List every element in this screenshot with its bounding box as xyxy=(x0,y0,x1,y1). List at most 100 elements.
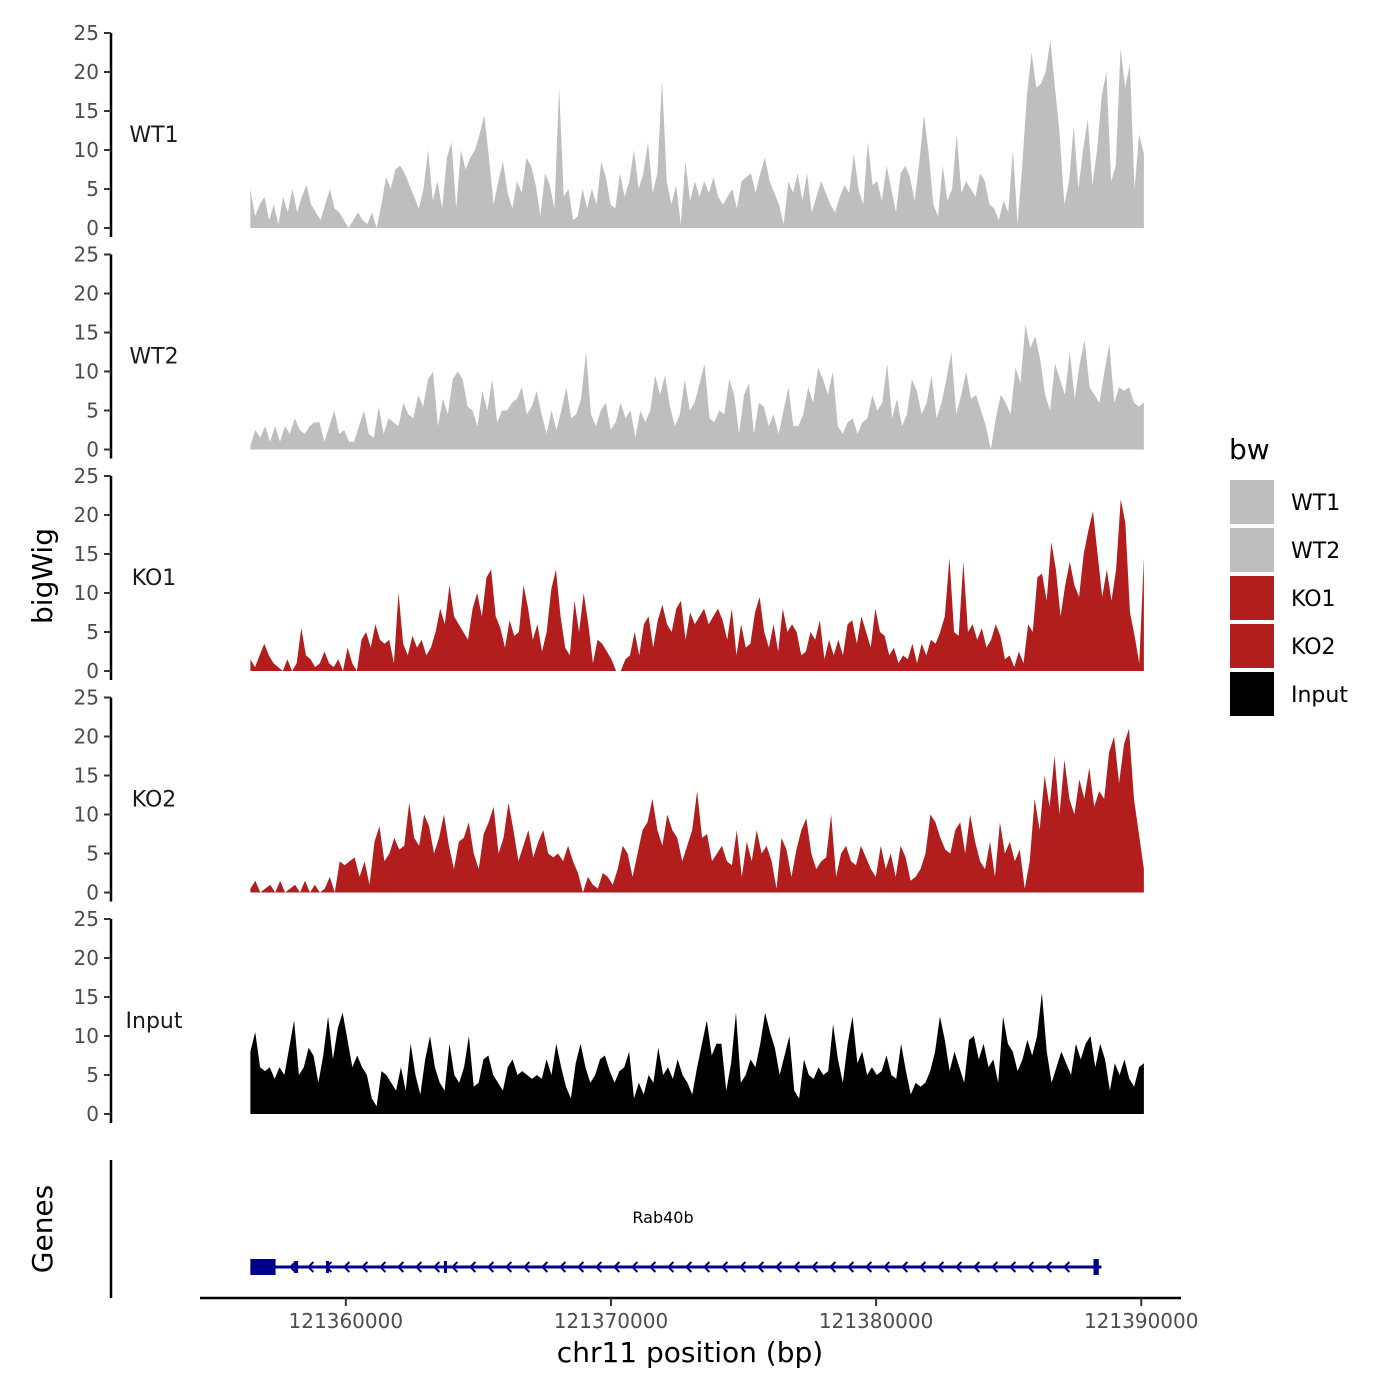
gene-track: Rab40b xyxy=(109,1160,1102,1298)
gene-exon xyxy=(250,1259,276,1275)
y-tick-label: 15 xyxy=(74,99,99,123)
legend-swatch-input xyxy=(1230,672,1274,716)
x-axis: 121360000 121370000 121380000 121390000 xyxy=(200,1296,1199,1333)
y-tick-label: 25 xyxy=(74,21,99,45)
strand-arrow xyxy=(432,1261,441,1273)
strand-arrow xyxy=(918,1261,927,1273)
genes-track-title: Genes xyxy=(26,1185,59,1273)
strand-arrow xyxy=(882,1261,891,1273)
y-tick-label: 5 xyxy=(86,399,99,423)
y-tick-label: 0 xyxy=(86,659,99,683)
area-input xyxy=(250,993,1144,1114)
y-tick-label: 5 xyxy=(86,620,99,644)
legend-label-input: Input xyxy=(1291,683,1348,708)
area-wt2 xyxy=(250,324,1144,450)
y-tick-label: 10 xyxy=(74,803,99,827)
strand-arrow xyxy=(954,1261,963,1273)
legend-label-wt2: WT2 xyxy=(1291,539,1340,564)
strand-arrow xyxy=(288,1261,297,1273)
strand-arrow xyxy=(1026,1261,1035,1273)
x-tick-label: 121370000 xyxy=(554,1309,669,1333)
strand-arrow xyxy=(702,1261,711,1273)
gene-name-label: Rab40b xyxy=(632,1208,693,1227)
y-tick-label: 20 xyxy=(74,725,99,749)
legend-label-wt1: WT1 xyxy=(1291,491,1340,516)
track-label-wt2: WT2 xyxy=(129,345,178,370)
strand-arrow xyxy=(720,1261,729,1273)
gene-exon xyxy=(443,1261,447,1273)
legend-label-ko1: KO1 xyxy=(1291,587,1336,612)
y-tick-label: 20 xyxy=(74,946,99,970)
panel-wt2: 0 5 10 15 20 25 WT2 xyxy=(74,243,1144,462)
y-tick-label: 10 xyxy=(74,138,99,162)
y-tick-label: 25 xyxy=(74,686,99,710)
strand-arrow xyxy=(468,1261,477,1273)
strand-arrow xyxy=(486,1261,495,1273)
strand-arrow xyxy=(522,1261,531,1273)
track-label-wt1: WT1 xyxy=(129,123,178,148)
y-tick-label: 0 xyxy=(86,881,99,905)
legend-swatch-ko1 xyxy=(1230,576,1274,620)
strand-arrow xyxy=(666,1261,675,1273)
x-tick-label: 121360000 xyxy=(289,1309,404,1333)
strand-arrow xyxy=(810,1261,819,1273)
y-tick-label: 5 xyxy=(86,842,99,866)
y-axis-title: bigWig xyxy=(26,528,59,624)
panel-ko2: 0 5 10 15 20 25 KO2 xyxy=(74,686,1144,905)
gene-exon xyxy=(294,1261,299,1273)
y-tick-label: 15 xyxy=(74,321,99,345)
legend-swatch-wt2 xyxy=(1230,528,1274,572)
strand-arrow xyxy=(306,1261,315,1273)
panel-wt1: 0 5 10 15 20 25 WT1 xyxy=(74,21,1144,240)
strand-arrow xyxy=(792,1261,801,1273)
strand-arrow xyxy=(846,1261,855,1273)
x-tick-label: 121380000 xyxy=(819,1309,934,1333)
panel-ko1: 0 5 10 15 20 25 KO1 xyxy=(74,464,1144,683)
area-wt1 xyxy=(250,40,1144,228)
x-axis-title: chr11 position (bp) xyxy=(557,1336,823,1369)
strand-arrow xyxy=(396,1261,405,1273)
strand-arrow xyxy=(414,1261,423,1273)
track-label-ko2: KO2 xyxy=(132,788,177,813)
strand-arrow xyxy=(630,1261,639,1273)
y-tick-label: 15 xyxy=(74,764,99,788)
strand-arrow xyxy=(738,1261,747,1273)
strand-arrow xyxy=(1062,1261,1071,1273)
strand-arrow xyxy=(864,1261,873,1273)
strand-arrow xyxy=(504,1261,513,1273)
y-tick-label: 25 xyxy=(74,243,99,267)
area-ko1 xyxy=(250,499,1144,671)
legend-label-ko2: KO2 xyxy=(1291,635,1336,660)
y-tick-label: 20 xyxy=(74,503,99,527)
y-tick-label: 0 xyxy=(86,216,99,240)
legend-swatch-wt1 xyxy=(1230,480,1274,524)
y-tick-label: 0 xyxy=(86,438,99,462)
y-tick-label: 10 xyxy=(74,1024,99,1048)
strand-arrow xyxy=(576,1261,585,1273)
track-label-ko1: KO1 xyxy=(132,566,177,591)
y-tick-label: 20 xyxy=(74,282,99,306)
strand-arrow xyxy=(900,1261,909,1273)
strand-arrow xyxy=(828,1261,837,1273)
y-tick-label: 15 xyxy=(74,542,99,566)
strand-arrow xyxy=(756,1261,765,1273)
strand-arrow xyxy=(378,1261,387,1273)
strand-arrow xyxy=(342,1261,351,1273)
strand-arrow xyxy=(540,1261,549,1273)
x-tick-label: 121390000 xyxy=(1084,1309,1199,1333)
y-tick-label: 10 xyxy=(74,360,99,384)
strand-arrow xyxy=(648,1261,657,1273)
strand-arrow xyxy=(612,1261,621,1273)
y-tick-label: 10 xyxy=(74,581,99,605)
signal-panels: 0 5 10 15 20 25 WT1 0 5 10 15 20 25 WT2 0 5 10 15 20 25 KO1 0… xyxy=(74,21,1144,1126)
strand-arrow xyxy=(1044,1261,1053,1273)
y-tick-label: 20 xyxy=(74,60,99,84)
y-tick-label: 5 xyxy=(86,177,99,201)
y-tick-label: 25 xyxy=(74,907,99,931)
strand-arrow xyxy=(558,1261,567,1273)
area-ko2 xyxy=(250,728,1144,893)
strand-arrow xyxy=(360,1261,369,1273)
panel-input: 0 5 10 15 20 25 Input xyxy=(74,907,1144,1126)
track-label-input: Input xyxy=(126,1009,183,1034)
